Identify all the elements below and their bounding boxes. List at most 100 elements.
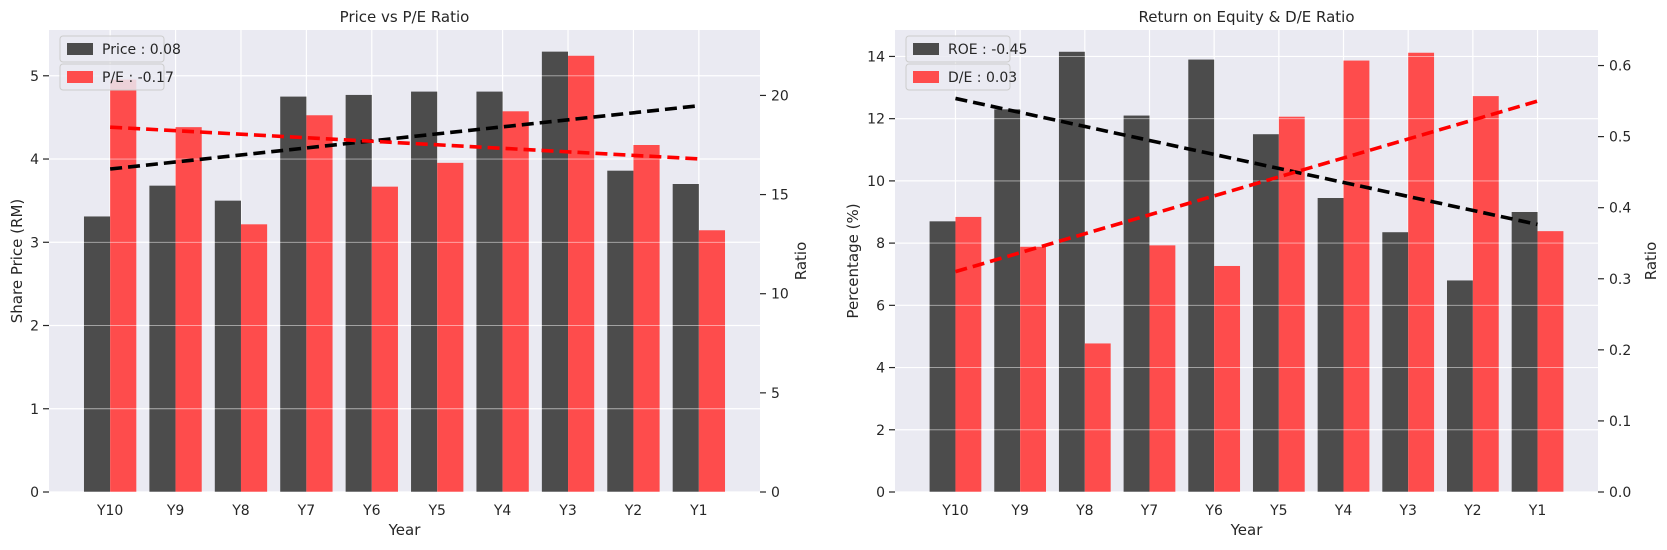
y-tick-label: 1 xyxy=(30,402,39,418)
x-tick-label: Y1 xyxy=(689,503,707,519)
bar-primary xyxy=(607,170,634,492)
bar-secondary xyxy=(955,216,982,492)
y2-tick-label: 5 xyxy=(771,386,780,402)
trend-line-secondary xyxy=(110,125,699,161)
legend-swatch xyxy=(913,43,939,55)
y2-tick-label: 0.3 xyxy=(1609,272,1631,288)
legend-primary: Price : 0.08 xyxy=(59,35,181,63)
y-axis-right: 0.0 0.1 0.2 0.3 0.4 0.5 0.6 xyxy=(1598,59,1631,501)
y2-axis-label: Ratio xyxy=(1642,242,1660,281)
y-tick-label: 2 xyxy=(30,319,39,335)
y2-tick-label: 0.5 xyxy=(1609,130,1631,146)
bar-secondary xyxy=(1537,231,1564,492)
y-tick-label: 12 xyxy=(867,112,885,128)
bar-secondary xyxy=(437,162,464,492)
bar-secondary xyxy=(1472,96,1499,493)
trend-line-primary xyxy=(955,96,1538,227)
x-tick-label: Y5 xyxy=(1269,503,1287,519)
bar-secondary xyxy=(371,186,398,492)
bar-primary xyxy=(1252,134,1279,492)
y-axis-left: 0 1 2 3 4 5 xyxy=(30,69,49,501)
y-axis-left: 0 2 4 6 8 10 12 14 xyxy=(867,49,895,501)
y2-tick-label: 0.2 xyxy=(1609,343,1631,359)
bar-secondary xyxy=(1343,60,1370,492)
x-tick-label: Y7 xyxy=(1140,503,1158,519)
bar-primary xyxy=(1511,212,1538,492)
bars xyxy=(49,51,760,493)
y2-tick-label: 10 xyxy=(771,287,789,303)
bar-secondary xyxy=(306,115,333,492)
x-axis: Y10 Y9 Y8 Y7 Y6 Y5 Y4 Y3 Y2 Y1 xyxy=(941,503,1546,519)
chart-title: Return on Equity & D/E Ratio xyxy=(1138,8,1354,26)
x-tick-label: Y9 xyxy=(1010,503,1028,519)
y-tick-label: 8 xyxy=(876,236,885,252)
y-tick-label: 2 xyxy=(876,423,885,439)
bar-primary xyxy=(1317,198,1344,492)
legend-box xyxy=(905,63,1011,91)
bar-secondary xyxy=(240,224,268,492)
x-tick-label: Y10 xyxy=(96,503,123,519)
x-tick-label: Y9 xyxy=(166,503,184,519)
bar-secondary xyxy=(633,145,660,493)
bar-secondary xyxy=(568,55,595,492)
x-tick-label: Y4 xyxy=(1334,503,1353,519)
bar-primary xyxy=(929,221,956,493)
bar-secondary xyxy=(698,230,726,492)
bar-secondary xyxy=(175,127,202,492)
x-tick-label: Y4 xyxy=(493,503,512,519)
bar-primary xyxy=(541,51,569,492)
y-tick-label: 0 xyxy=(30,485,39,501)
chart-1: 0 1 2 3 4 5 0 5 10 15 20 Y10 Y9 Y8 Y7 Y6 Y5 Y4 Y3 Y2 Y1 Price… xyxy=(8,8,810,539)
legend-label: D/E : 0.03 xyxy=(948,70,1017,86)
y-tick-label: 14 xyxy=(867,49,885,65)
bar-primary xyxy=(280,96,307,492)
y2-tick-label: 0.1 xyxy=(1609,414,1631,430)
y-tick-label: 6 xyxy=(876,298,885,314)
bar-secondary xyxy=(110,79,137,493)
bar-primary xyxy=(83,216,111,493)
x-tick-label: Y10 xyxy=(941,503,968,519)
legend-secondary: P/E : -0.17 xyxy=(59,63,174,91)
y-tick-label: 0 xyxy=(876,485,885,501)
legend-box xyxy=(59,63,165,91)
legend-primary: ROE : -0.45 xyxy=(905,35,1027,63)
bars xyxy=(895,51,1598,493)
y2-axis-label: Ratio xyxy=(792,242,810,281)
y-tick-label: 10 xyxy=(867,174,885,190)
trend-line-secondary xyxy=(954,99,1539,274)
bar-secondary xyxy=(1020,246,1047,492)
legend-label: Price : 0.08 xyxy=(102,42,181,58)
y2-tick-label: 0.6 xyxy=(1609,59,1631,75)
y2-tick-label: 0.4 xyxy=(1609,201,1631,217)
y2-tick-label: 15 xyxy=(771,188,789,204)
legend-box xyxy=(905,35,1011,63)
y-tick-label: 4 xyxy=(30,152,39,168)
bar-primary xyxy=(214,200,241,492)
bar-primary xyxy=(1382,232,1409,492)
y-axis-label: Share Price (RM) xyxy=(8,199,26,323)
bar-primary xyxy=(672,184,699,492)
bar-secondary xyxy=(1149,245,1176,492)
bar-secondary xyxy=(1214,265,1241,492)
x-tick-label: Y8 xyxy=(231,503,249,519)
chart-title: Price vs P/E Ratio xyxy=(340,8,470,26)
x-tick-label: Y8 xyxy=(1075,503,1093,519)
bar-primary xyxy=(476,91,503,492)
trend-line-primary xyxy=(109,103,700,171)
y-tick-label: 5 xyxy=(30,69,39,85)
x-tick-label: Y2 xyxy=(624,503,642,519)
x-tick-label: Y3 xyxy=(558,503,576,519)
legend-swatch xyxy=(913,71,939,83)
bar-primary xyxy=(345,94,372,492)
x-axis-label: Year xyxy=(1230,521,1264,539)
bar-primary xyxy=(149,185,176,493)
bar-secondary xyxy=(1408,52,1435,492)
x-tick-label: Y2 xyxy=(1463,503,1481,519)
legend-box xyxy=(59,35,165,63)
x-axis: Y10 Y9 Y8 Y7 Y6 Y5 Y4 Y3 Y2 Y1 xyxy=(96,503,708,519)
bar-primary xyxy=(1188,59,1215,493)
y2-tick-label: 0.0 xyxy=(1609,485,1631,501)
bar-secondary xyxy=(1084,343,1111,492)
